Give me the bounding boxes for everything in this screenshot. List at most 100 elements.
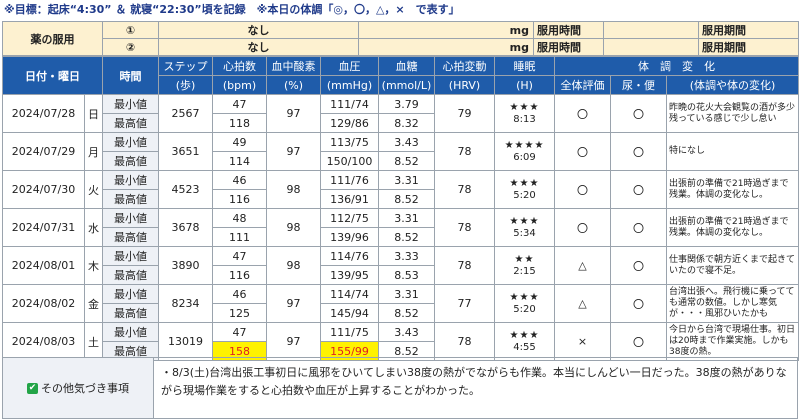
- spo2-cell[interactable]: 97: [266, 284, 321, 323]
- sugar-min-cell[interactable]: 3.43: [378, 322, 435, 342]
- hrv-cell[interactable]: 78: [434, 208, 495, 247]
- toilet-cell[interactable]: 〇: [610, 94, 667, 133]
- toilet-cell[interactable]: 〇: [610, 170, 667, 209]
- overall-rating-cell[interactable]: 〇: [554, 94, 611, 133]
- steps-cell[interactable]: 2567: [158, 94, 213, 133]
- overall-rating-cell[interactable]: 〇: [554, 208, 611, 247]
- pulse-max-cell[interactable]: 158: [212, 341, 267, 361]
- sleep-cell[interactable]: ★★★ 5:20: [494, 170, 555, 209]
- steps-cell[interactable]: 4523: [158, 170, 213, 209]
- sleep-cell[interactable]: ★★★ 8:13: [494, 94, 555, 133]
- pulse-max-cell[interactable]: 116: [212, 189, 267, 209]
- bp-max-cell[interactable]: 136/91: [320, 189, 379, 209]
- pulse-min-cell[interactable]: 47: [212, 246, 267, 266]
- overall-rating-cell[interactable]: 〇: [554, 132, 611, 171]
- bp-min-cell[interactable]: 111/74: [320, 94, 379, 114]
- pulse-min-cell[interactable]: 46: [212, 170, 267, 190]
- sugar-max-cell[interactable]: 8.52: [378, 189, 435, 209]
- pulse-max-cell[interactable]: 114: [212, 151, 267, 171]
- medication-time-value[interactable]: [603, 38, 699, 56]
- condition-note-cell[interactable]: 今日から台湾で現場仕事。初日は20時まで作業実施。しかも38度の熱。: [666, 322, 799, 361]
- sleep-cell[interactable]: ★★★★ 6:09: [494, 132, 555, 171]
- steps-cell[interactable]: 8234: [158, 284, 213, 323]
- spo2-cell[interactable]: 97: [266, 94, 321, 133]
- medication-table: 薬の服用 ① なし mg 服用時間 服用期間 ② なし mg 服用時間 服用期間: [2, 21, 799, 56]
- bp-min-cell[interactable]: 112/75: [320, 208, 379, 228]
- pulse-min-cell[interactable]: 47: [212, 322, 267, 342]
- sugar-max-cell[interactable]: 8.53: [378, 265, 435, 285]
- hrv-cell[interactable]: 78: [434, 170, 495, 209]
- sleep-cell[interactable]: ★★ 2:15: [494, 246, 555, 285]
- date-cell: 2024/07/31: [2, 208, 85, 247]
- condition-note-cell[interactable]: 特になし: [666, 132, 799, 171]
- header-pulse-unit: (bpm): [212, 75, 267, 95]
- pulse-max-cell[interactable]: 111: [212, 227, 267, 247]
- spo2-cell[interactable]: 97: [266, 322, 321, 361]
- toilet-cell[interactable]: 〇: [610, 208, 667, 247]
- condition-note-cell[interactable]: 出張前の準備で21時過ぎまで残業。体調の変化なし。: [666, 170, 799, 209]
- bp-min-cell[interactable]: 111/75: [320, 322, 379, 342]
- hrv-cell[interactable]: 78: [434, 132, 495, 171]
- spo2-cell[interactable]: 98: [266, 246, 321, 285]
- medication-time-value[interactable]: [603, 21, 699, 39]
- toilet-cell[interactable]: 〇: [610, 322, 667, 361]
- sleep-cell[interactable]: ★★★ 4:55: [494, 322, 555, 361]
- sugar-min-cell[interactable]: 3.79: [378, 94, 435, 114]
- bp-max-cell[interactable]: 155/99: [320, 341, 379, 361]
- sugar-min-cell[interactable]: 3.31: [378, 208, 435, 228]
- pulse-min-cell[interactable]: 46: [212, 284, 267, 304]
- hrv-cell[interactable]: 79: [434, 94, 495, 133]
- toilet-cell[interactable]: 〇: [610, 246, 667, 285]
- toilet-cell[interactable]: 〇: [610, 132, 667, 171]
- hrv-cell[interactable]: 78: [434, 246, 495, 285]
- sugar-max-cell[interactable]: 8.32: [378, 113, 435, 133]
- bp-min-cell[interactable]: 114/74: [320, 284, 379, 304]
- pulse-max-cell[interactable]: 116: [212, 265, 267, 285]
- spo2-cell[interactable]: 98: [266, 170, 321, 209]
- spo2-cell[interactable]: 97: [266, 132, 321, 171]
- hrv-cell[interactable]: 78: [434, 322, 495, 361]
- sugar-min-cell[interactable]: 3.31: [378, 170, 435, 190]
- steps-cell[interactable]: 3651: [158, 132, 213, 171]
- steps-cell[interactable]: 3678: [158, 208, 213, 247]
- other-notes-text[interactable]: ・8/3(土)台湾出張工事初日に風邪をひいてしまい38度の熱がでながらも作業。本…: [161, 366, 787, 397]
- date-cell: 2024/08/02: [2, 284, 85, 323]
- pulse-max-cell[interactable]: 118: [212, 113, 267, 133]
- header-sugar-unit: (mmol/L): [378, 75, 435, 95]
- overall-rating-cell[interactable]: 〇: [554, 170, 611, 209]
- sugar-max-cell[interactable]: 8.52: [378, 341, 435, 361]
- bp-min-cell[interactable]: 113/75: [320, 132, 379, 152]
- sugar-min-cell[interactable]: 3.43: [378, 132, 435, 152]
- sugar-max-cell[interactable]: 8.52: [378, 227, 435, 247]
- pulse-max-cell[interactable]: 125: [212, 303, 267, 323]
- bp-min-cell[interactable]: 114/76: [320, 246, 379, 266]
- sugar-max-cell[interactable]: 8.52: [378, 151, 435, 171]
- sugar-min-cell[interactable]: 3.31: [378, 284, 435, 304]
- condition-note-cell[interactable]: 仕事関係で朝方近くまで起きていたので寝不足。: [666, 246, 799, 285]
- bp-max-cell[interactable]: 150/100: [320, 151, 379, 171]
- toilet-cell[interactable]: 〇: [610, 284, 667, 323]
- sugar-max-cell[interactable]: 8.52: [378, 303, 435, 323]
- condition-note-cell[interactable]: 出張前の準備で21時過ぎまで残業。体調の変化なし。: [666, 208, 799, 247]
- pulse-min-cell[interactable]: 48: [212, 208, 267, 228]
- bp-max-cell[interactable]: 129/86: [320, 113, 379, 133]
- sugar-min-cell[interactable]: 3.33: [378, 246, 435, 266]
- sleep-cell[interactable]: ★★★ 5:34: [494, 208, 555, 247]
- steps-cell[interactable]: 13019: [158, 322, 213, 361]
- overall-rating-cell[interactable]: △: [554, 246, 611, 285]
- condition-note-cell[interactable]: 昨晩の花火大会観覧の酒が多少残っている感じで少し怠い: [666, 94, 799, 133]
- pulse-min-cell[interactable]: 47: [212, 94, 267, 114]
- steps-cell[interactable]: 3890: [158, 246, 213, 285]
- header-bp-unit: (mmHg): [320, 75, 379, 95]
- bp-max-cell[interactable]: 145/94: [320, 303, 379, 323]
- condition-note-cell[interactable]: 台湾出張へ。飛行機に乗ってても通常の数値。しかし寒気が・・・風邪ひいたかも: [666, 284, 799, 323]
- pulse-min-cell[interactable]: 49: [212, 132, 267, 152]
- bp-max-cell[interactable]: 139/95: [320, 265, 379, 285]
- bp-min-cell[interactable]: 111/76: [320, 170, 379, 190]
- spo2-cell[interactable]: 98: [266, 208, 321, 247]
- overall-rating-cell[interactable]: ×: [554, 322, 611, 361]
- sleep-cell[interactable]: ★★★ 5:20: [494, 284, 555, 323]
- overall-rating-cell[interactable]: △: [554, 284, 611, 323]
- bp-max-cell[interactable]: 139/96: [320, 227, 379, 247]
- hrv-cell[interactable]: 77: [434, 284, 495, 323]
